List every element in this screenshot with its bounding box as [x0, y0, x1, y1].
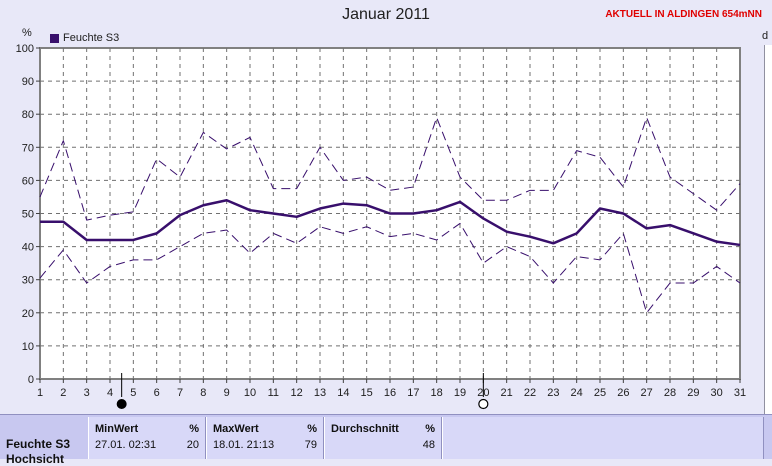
x-tick-label: 14 [337, 387, 349, 399]
x-axis: 1 2 3 4 5 6 7 8 9 10 11 12 13 14 15 16 17 18 19 20 21 22 23 24 2… [37, 379, 746, 399]
full-moon-icon [478, 398, 489, 410]
x-tick-label: 15 [361, 387, 373, 399]
x-tick-label: 10 [244, 387, 256, 399]
y-tick-label: 20 [22, 308, 34, 320]
x-tick-label: 5 [130, 387, 136, 399]
y-tick-label: 90 [22, 76, 34, 88]
x-tick-label: 19 [454, 387, 466, 399]
x-tick-label: 1 [37, 387, 43, 399]
stats-avg-cell: Durchschnitt % 48 [324, 417, 442, 459]
stats-avg-header: Durchschnitt [331, 423, 399, 435]
series-line-min [39, 222, 741, 314]
x-tick-label: 26 [617, 387, 629, 399]
y-axis: 0 10 20 30 40 50 60 70 80 90 100 [16, 43, 40, 386]
x-tick-label: 13 [314, 387, 326, 399]
x-tick-label: 3 [84, 387, 90, 399]
y-tick-label: 70 [22, 142, 34, 154]
y-axis-unit: % [22, 27, 32, 39]
y-tick-label: 30 [22, 275, 34, 287]
stats-min-value: 20 [186, 439, 199, 451]
x-tick-label: 27 [641, 387, 653, 399]
stats-max-value: 79 [304, 439, 317, 451]
x-tick-label: 12 [291, 387, 303, 399]
legend: Feuchte S3 [50, 32, 119, 44]
x-tick-label: 25 [594, 387, 606, 399]
y-tick-label: 60 [22, 175, 34, 187]
x-tick-label: 9 [224, 387, 230, 399]
x-tick-label: 29 [687, 387, 699, 399]
y-tick-label: 40 [22, 242, 34, 254]
y-tick-label: 80 [22, 109, 34, 121]
side-scrollbar[interactable] [764, 45, 772, 445]
chart-title: Januar 2011 [342, 6, 430, 23]
x-tick-label: 16 [384, 387, 396, 399]
x-tick-label: 11 [268, 387, 279, 399]
x-tick-label: 7 [177, 387, 183, 399]
stats-avg-value: 48 [422, 439, 435, 451]
stats-max-header: MaxWert [213, 423, 259, 435]
stats-row-label-partial: Hochsicht [6, 452, 65, 466]
stats-row-label: Feuchte S3 [6, 437, 71, 451]
x-tick-label: 6 [154, 387, 160, 399]
stats-max-datetime: 18.01. 21:13 [213, 439, 275, 451]
x-tick-label: 8 [200, 387, 206, 399]
x-tick-label: 24 [571, 387, 583, 399]
legend-swatch [50, 33, 59, 43]
edge-label: d [762, 30, 769, 42]
stats-min-header: MinWert [95, 423, 139, 435]
stats-min-cell: MinWert % 27.01. 02:31 20 [88, 417, 206, 459]
x-tick-label: 28 [664, 387, 676, 399]
series-layer [39, 117, 741, 314]
x-tick-label: 30 [711, 387, 723, 399]
y-tick-label: 0 [28, 374, 34, 386]
series-line-mean [40, 199, 741, 247]
x-tick-label: 17 [407, 387, 419, 399]
stats-min-unit: % [189, 423, 199, 435]
new-moon-icon [116, 399, 127, 409]
stats-empty-cell [442, 417, 764, 459]
y-tick-label: 100 [16, 43, 34, 55]
x-tick-label: 21 [501, 387, 513, 399]
y-tick-label: 10 [22, 341, 34, 353]
x-tick-label: 2 [60, 387, 66, 399]
x-tick-label: 4 [107, 387, 113, 399]
stats-min-datetime: 27.01. 02:31 [95, 439, 157, 451]
x-tick-label: 23 [547, 387, 559, 399]
x-tick-label: 22 [524, 387, 536, 399]
stats-max-unit: % [307, 423, 317, 435]
grid [40, 48, 740, 379]
stats-panel: Feuchte S3 Hochsicht MinWert % 27.01. 02… [0, 414, 772, 466]
stats-avg-unit: % [425, 423, 435, 435]
x-tick-label: 18 [431, 387, 443, 399]
y-tick-label: 50 [22, 209, 34, 221]
stats-max-cell: MaxWert % 18.01. 21:13 79 [206, 417, 324, 459]
x-tick-label: 31 [734, 387, 746, 399]
legend-label: Feuchte S3 [63, 32, 120, 44]
station-label: AKTUELL IN ALDINGEN 654mNN [605, 9, 762, 20]
moon-markers [116, 373, 489, 410]
